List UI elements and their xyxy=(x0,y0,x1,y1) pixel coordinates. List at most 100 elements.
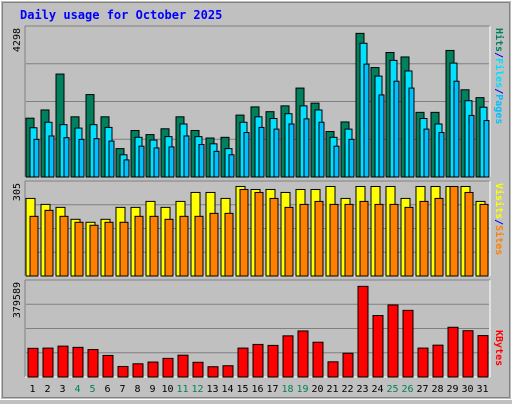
kbytes-bar-day-22 xyxy=(342,352,354,378)
pages-bar-day-26 xyxy=(408,87,415,178)
mid-panel-axis-max-label: 305 xyxy=(12,183,23,201)
pages-bar-day-21 xyxy=(333,145,340,178)
day-label-28: 28 xyxy=(431,384,443,395)
sites-bar-day-12 xyxy=(194,215,204,277)
kbytes-bar-day-10 xyxy=(162,357,174,378)
day-label-17: 17 xyxy=(266,384,278,395)
sites-bar-day-10 xyxy=(164,218,174,277)
pages-bar-day-18 xyxy=(288,123,295,178)
pages-bar-day-14 xyxy=(228,154,235,178)
kbytes-bar-day-16 xyxy=(252,343,264,378)
sites-bar-day-4 xyxy=(74,221,84,277)
top-panel-axis-max-label: 4298 xyxy=(12,28,23,52)
pages-bar-day-13 xyxy=(213,150,220,178)
pages-bar-day-24 xyxy=(378,94,385,178)
pages-bar-day-27 xyxy=(423,128,430,178)
day-label-16: 16 xyxy=(251,384,263,395)
kbytes-bar-day-27 xyxy=(417,347,429,378)
outer-border-dark xyxy=(2,2,510,398)
day-label-19: 19 xyxy=(296,384,308,395)
pages-bar-day-6 xyxy=(108,140,115,178)
sites-bar-day-24 xyxy=(374,203,384,277)
day-label-4: 4 xyxy=(74,384,80,395)
kbytes-bar-day-26 xyxy=(402,309,414,378)
day-label-10: 10 xyxy=(161,384,173,395)
sites-bar-day-13 xyxy=(209,212,219,277)
day-label-1: 1 xyxy=(29,384,35,395)
day-label-22: 22 xyxy=(341,384,353,395)
sites-bar-day-17 xyxy=(269,197,279,277)
day-label-15: 15 xyxy=(236,384,248,395)
mid-panel-legend-part-0: Visits xyxy=(493,183,505,219)
top-panel-legend-part-0: Hits xyxy=(493,28,505,52)
sites-bar-day-9 xyxy=(149,215,159,277)
bot-panel-legend-part-0: KBytes xyxy=(493,330,504,366)
pages-bar-day-3 xyxy=(63,137,70,178)
pages-bar-day-10 xyxy=(168,146,175,178)
day-label-5: 5 xyxy=(89,384,95,395)
panel-visits-sites: 305 Visits/Sites xyxy=(12,180,505,277)
kbytes-bar-day-12 xyxy=(192,361,204,378)
pages-bar-day-4 xyxy=(78,138,85,178)
panel-hits-files-pages: 4298 Hits/Files/Pages xyxy=(12,25,505,178)
bot-panel-series-legend: KBytes xyxy=(493,330,504,366)
kbytes-bar-day-28 xyxy=(432,344,444,378)
day-label-20: 20 xyxy=(311,384,323,395)
pages-bar-day-16 xyxy=(258,126,265,178)
pages-bar-day-11 xyxy=(183,135,190,178)
kbytes-bar-day-25 xyxy=(387,304,399,378)
day-label-12: 12 xyxy=(191,384,203,395)
pages-bar-day-1 xyxy=(33,138,40,178)
day-label-18: 18 xyxy=(281,384,293,395)
day-label-7: 7 xyxy=(119,384,125,395)
kbytes-bar-day-13 xyxy=(207,366,219,378)
kbytes-bar-day-18 xyxy=(282,335,294,378)
day-label-23: 23 xyxy=(356,384,368,395)
day-label-25: 25 xyxy=(386,384,398,395)
kbytes-bar-day-1 xyxy=(27,347,39,378)
sites-bar-day-19 xyxy=(299,203,309,277)
pages-bar-day-12 xyxy=(198,144,205,178)
day-label-26: 26 xyxy=(401,384,413,395)
x-axis-day-labels: 1 2 3 4 5 6 7 8 9 10 11 12 13 14 15 16 17 18 19 20 21 22 23 24 2… xyxy=(29,384,488,395)
pages-bar-day-15 xyxy=(243,132,250,178)
day-label-24: 24 xyxy=(371,384,383,395)
sites-bar-day-3 xyxy=(59,215,69,277)
day-label-27: 27 xyxy=(416,384,428,395)
top-panel-series-legend: Hits/Files/Pages xyxy=(493,28,505,124)
sites-bar-day-23 xyxy=(359,200,369,277)
sites-bar-day-6 xyxy=(104,221,114,277)
sites-bar-day-7 xyxy=(119,221,129,277)
mid-panel-legend-part-2: Sites xyxy=(493,225,505,255)
kbytes-bar-day-30 xyxy=(462,330,474,378)
sites-bar-day-28 xyxy=(434,197,444,277)
sites-bar-day-27 xyxy=(419,200,429,277)
pages-bar-day-22 xyxy=(348,138,355,178)
kbytes-bar-day-17 xyxy=(267,344,279,378)
bot-panel-axis-max-label: 379589 xyxy=(12,282,23,318)
pages-bar-day-8 xyxy=(138,145,145,178)
kbytes-bar-day-5 xyxy=(87,349,99,378)
kbytes-bar-day-11 xyxy=(177,354,189,378)
top-panel-legend-part-2: Files xyxy=(493,58,505,88)
sites-bar-day-21 xyxy=(329,203,339,277)
sites-bar-day-8 xyxy=(134,215,144,277)
day-label-3: 3 xyxy=(59,384,65,395)
kbytes-bar-day-29 xyxy=(447,326,459,378)
kbytes-bar-day-8 xyxy=(132,363,144,378)
pages-bar-day-25 xyxy=(393,80,400,178)
chart-title: Daily usage for October 2025 xyxy=(20,8,222,22)
sites-bar-day-11 xyxy=(179,215,189,277)
kbytes-bar-day-3 xyxy=(57,345,69,378)
kbytes-bar-day-20 xyxy=(312,341,324,378)
sites-bar-day-18 xyxy=(284,206,294,277)
pages-bar-day-7 xyxy=(123,159,130,178)
sites-bar-day-16 xyxy=(254,191,264,277)
day-label-9: 9 xyxy=(149,384,155,395)
kbytes-bar-day-24 xyxy=(372,315,384,378)
kbytes-bar-day-4 xyxy=(72,346,84,378)
sites-bar-day-20 xyxy=(314,200,324,277)
day-label-13: 13 xyxy=(206,384,218,395)
day-label-8: 8 xyxy=(134,384,140,395)
